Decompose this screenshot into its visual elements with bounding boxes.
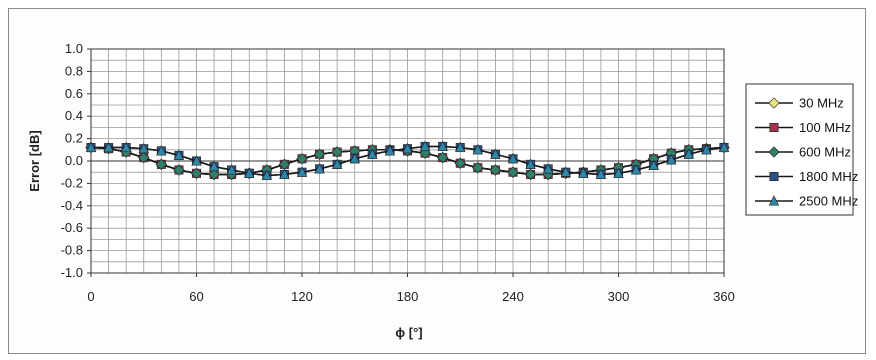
data-point — [314, 162, 325, 174]
y-tick-label: -1.0 — [61, 265, 83, 280]
y-tick-label: 0.6 — [65, 86, 83, 101]
data-point — [437, 152, 449, 164]
data-point — [261, 169, 273, 181]
x-tick-label: 0 — [87, 289, 94, 304]
data-point — [279, 168, 290, 179]
data-point — [524, 168, 537, 181]
data-point — [578, 167, 589, 178]
data-point — [490, 148, 501, 159]
data-point — [156, 145, 167, 156]
x-tick-label: 240 — [502, 289, 524, 304]
y-tick-label: 0.4 — [65, 108, 83, 123]
data-point — [683, 148, 695, 159]
data-point — [595, 168, 607, 179]
data-point — [226, 164, 237, 175]
data-point — [507, 166, 519, 178]
data-point — [244, 167, 255, 178]
data-point — [367, 148, 378, 159]
x-tick-label: 60 — [189, 289, 203, 304]
y-tick-label: -0.4 — [61, 198, 83, 213]
y-tick-label: 0.0 — [65, 153, 83, 168]
data-point — [507, 152, 519, 164]
legend-label: 1800 MHz — [799, 169, 858, 184]
legend: 30 MHz 100 MHz 600 MHz 1800 MHz 2500 MHz — [745, 83, 858, 216]
data-point — [208, 168, 220, 181]
data-point — [331, 146, 343, 158]
data-point — [437, 140, 448, 151]
data-point — [313, 148, 326, 160]
legend-item: 30 MHz — [755, 96, 844, 111]
data-point — [472, 143, 484, 155]
data-point — [85, 141, 97, 153]
y-tick-label: 0.2 — [65, 131, 83, 146]
data-point — [455, 141, 466, 153]
legend-marker — [769, 172, 779, 182]
tick-labels: 1.0 0.8 0.6 0.4 0.2 0.0 -0.2 -0.4 -0.6 -0.8 -1.0 0 6… — [61, 41, 735, 304]
chart-frame: 1.0 0.8 0.6 0.4 0.2 0.0 -0.2 -0.4 -0.6 -0.8 -1.0 0 6… — [8, 8, 866, 354]
legend-label: 2500 MHz — [799, 194, 858, 209]
data-point — [489, 164, 502, 176]
data-point — [191, 155, 202, 166]
x-tick-label: 300 — [608, 289, 630, 304]
data-point — [419, 140, 431, 151]
data-point — [384, 145, 396, 156]
data-point — [296, 153, 308, 165]
data-point — [525, 158, 536, 169]
y-tick-label: 0.8 — [65, 63, 83, 78]
legend-items: 30 MHz 100 MHz 600 MHz 1800 MHz 2500 MHz — [755, 96, 858, 209]
data-point — [331, 158, 343, 169]
data-point — [560, 166, 571, 177]
legend-box — [745, 83, 854, 216]
legend-label: 100 MHz — [799, 120, 851, 135]
data-point — [208, 160, 220, 172]
data-point — [630, 164, 642, 175]
x-axis-title: ϕ [°] — [395, 325, 422, 340]
data-point — [648, 159, 659, 170]
legend-marker — [769, 123, 779, 133]
data-point — [718, 141, 730, 153]
legend-item: 600 MHz — [755, 145, 851, 160]
legend-label: 30 MHz — [799, 96, 844, 111]
y-axis-title: Error [dB] — [27, 130, 42, 191]
data-point — [120, 141, 132, 153]
legend-marker — [768, 195, 780, 206]
error-chart: 1.0 0.8 0.6 0.4 0.2 0.0 -0.2 -0.4 -0.6 -0.8 -1.0 0 6… — [27, 41, 858, 340]
data-point — [190, 167, 203, 179]
data-point — [173, 164, 185, 176]
x-tick-label: 120 — [291, 289, 313, 304]
data-point — [173, 149, 185, 160]
series-layer — [85, 140, 730, 181]
x-tick-label: 360 — [713, 289, 735, 304]
data-point — [296, 166, 308, 177]
legend-marker — [768, 146, 780, 158]
data-point — [349, 152, 360, 164]
data-point — [472, 162, 484, 174]
legend-item: 1800 MHz — [755, 169, 858, 184]
y-tick-label: -0.6 — [61, 220, 83, 235]
data-point — [402, 142, 413, 154]
data-point — [454, 157, 466, 169]
legend-label: 600 MHz — [799, 145, 851, 160]
data-point — [138, 142, 149, 154]
series-2500-mhz — [85, 140, 730, 181]
x-tick-label: 180 — [397, 289, 419, 304]
legend-marker — [768, 97, 780, 109]
data-point — [542, 162, 554, 174]
y-tick-label: -0.2 — [61, 175, 83, 190]
data-point — [666, 154, 677, 165]
data-point — [155, 158, 167, 170]
data-point — [138, 152, 150, 164]
data-point — [701, 143, 712, 155]
data-point — [613, 167, 624, 178]
legend-item: 2500 MHz — [755, 194, 858, 209]
y-tick-label: -0.8 — [61, 243, 83, 258]
data-point — [103, 141, 114, 153]
y-tick-label: 1.0 — [65, 41, 83, 56]
legend-item: 100 MHz — [755, 120, 851, 135]
